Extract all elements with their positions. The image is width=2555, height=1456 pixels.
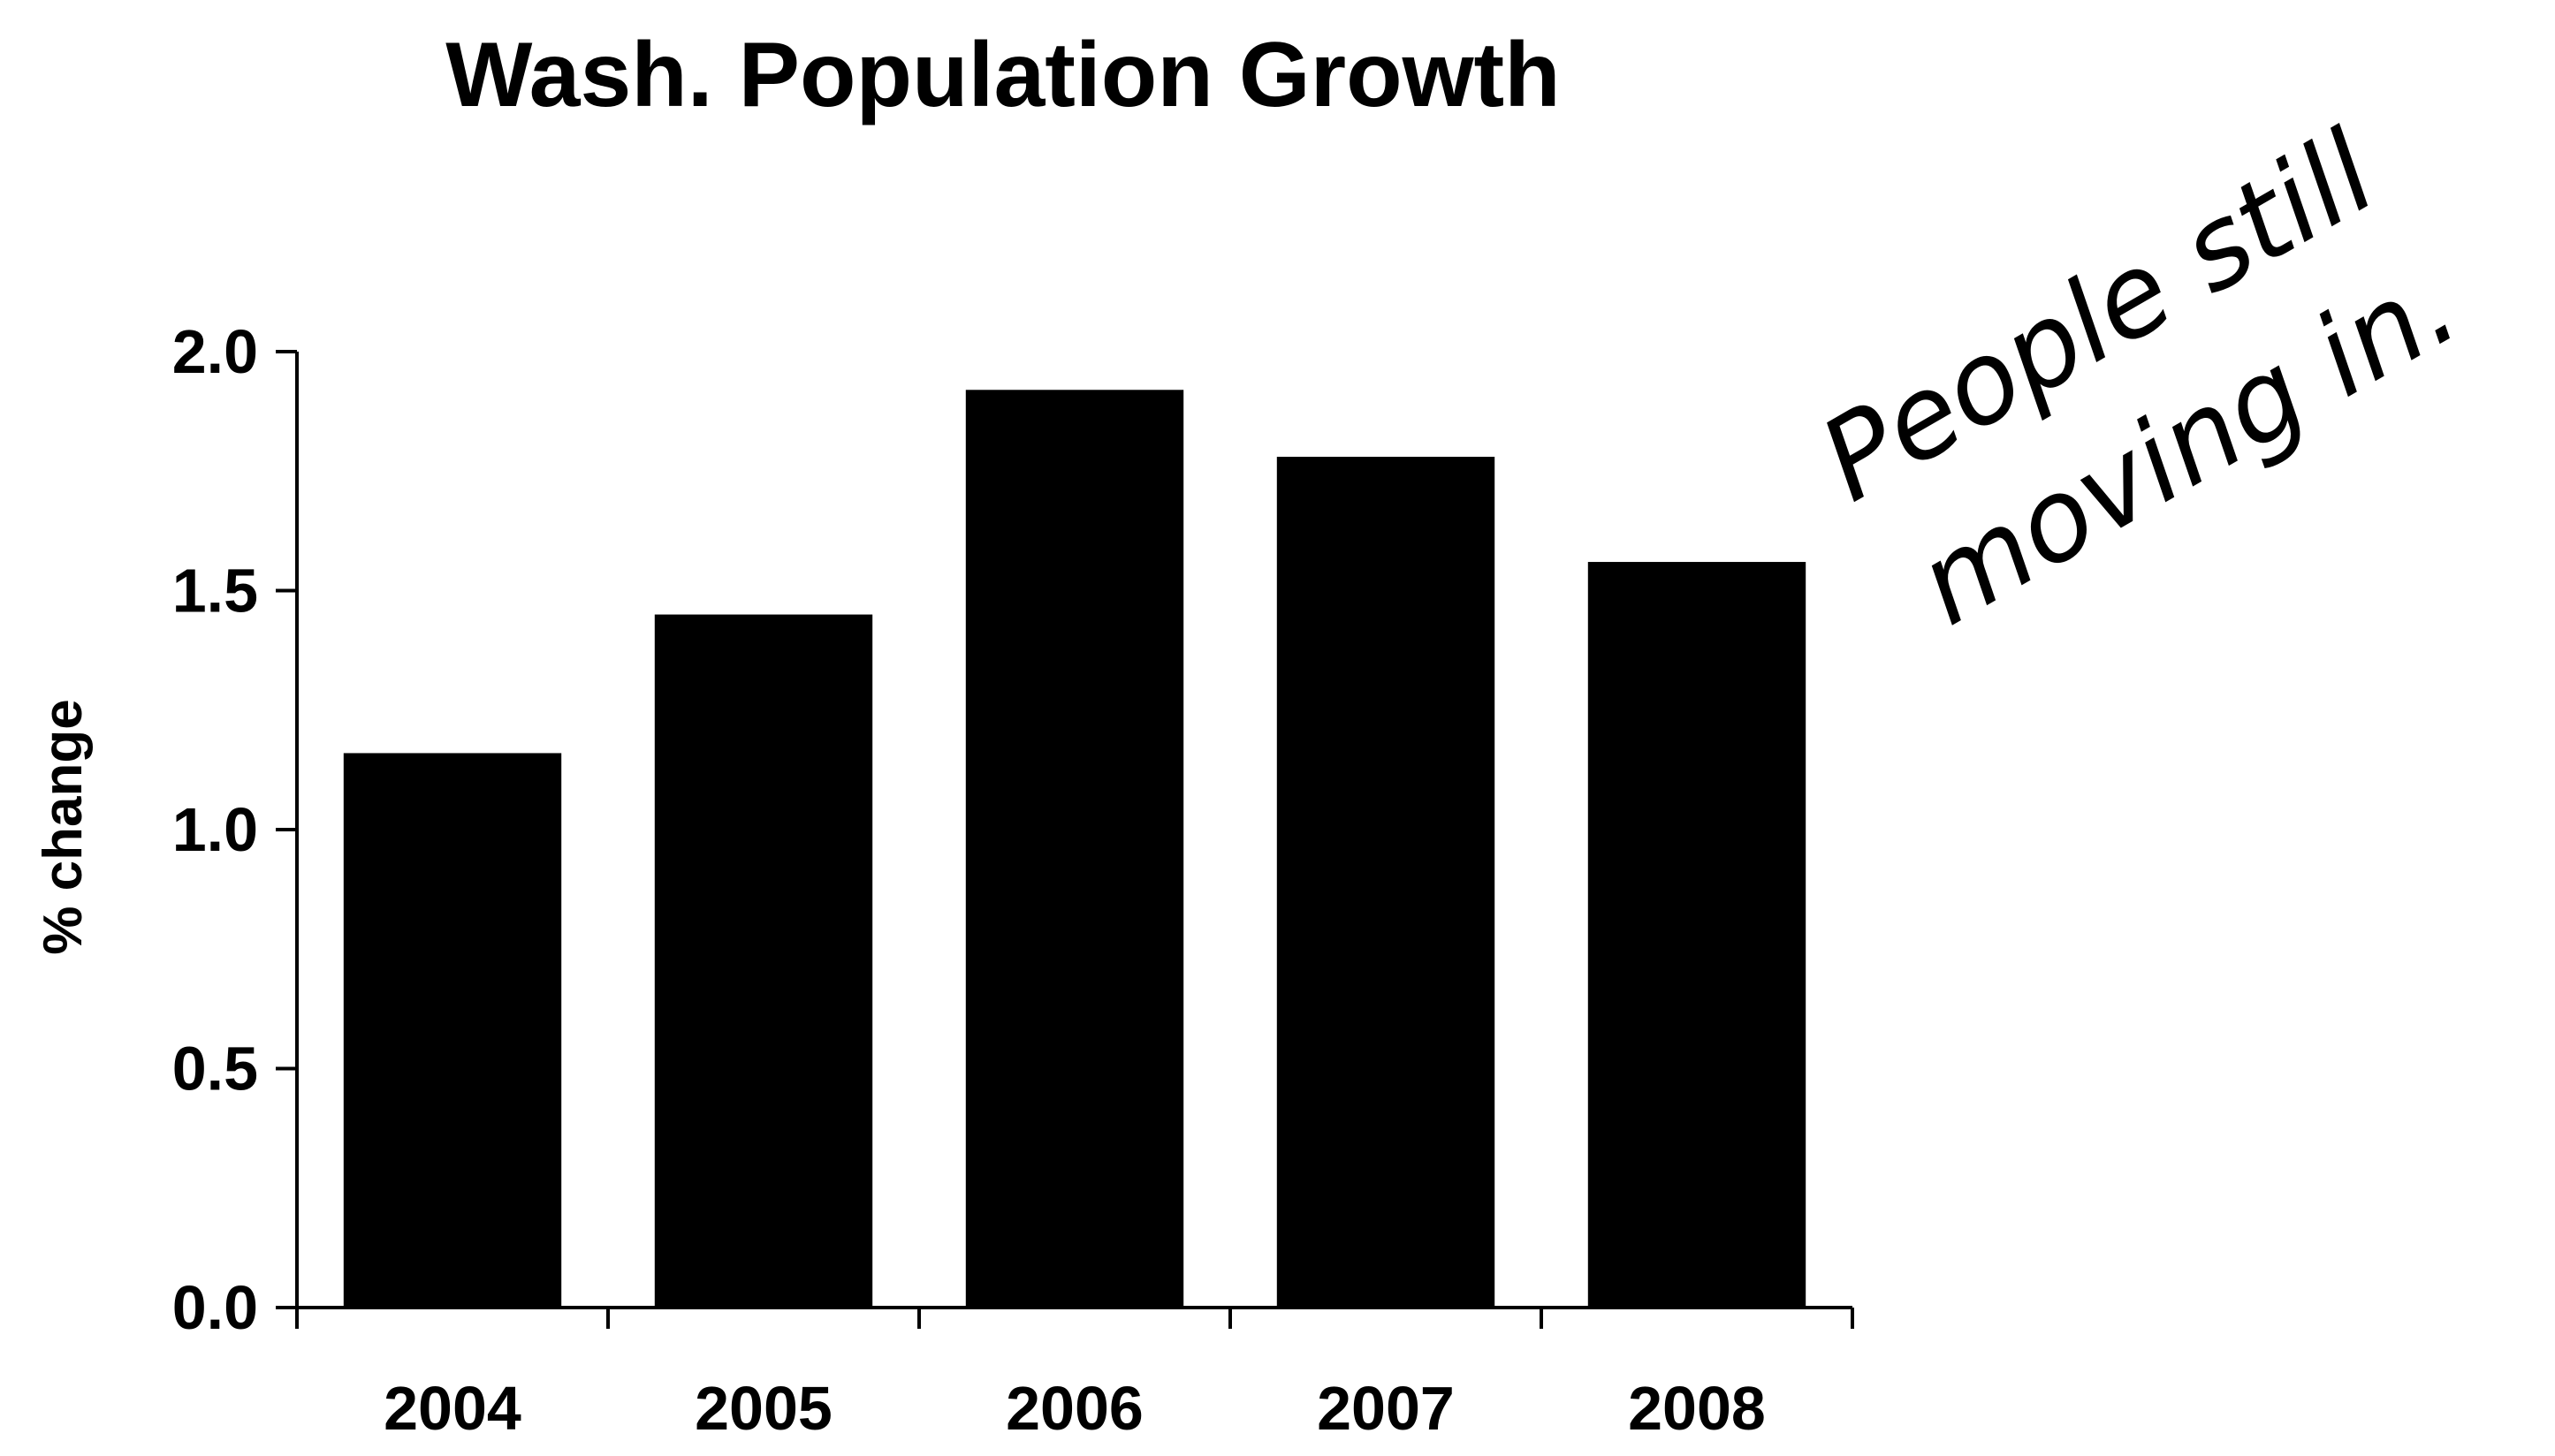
x-tick-labels: 2004 2005 2006 2007 2008 [384, 1374, 1766, 1443]
bar-2004 [343, 753, 562, 1308]
y-tick-label-2.0: 2.0 [172, 317, 258, 386]
x-tick-label-2007: 2007 [1317, 1374, 1455, 1443]
y-tick-label-1.5: 1.5 [172, 557, 258, 626]
y-axis-label: % change [33, 699, 94, 954]
bar-2007 [1276, 457, 1495, 1308]
bar-2005 [654, 614, 873, 1308]
x-tick-label-2005: 2005 [695, 1374, 833, 1443]
handwritten-annotation: People still moving in. [1799, 107, 2479, 651]
bars [343, 390, 1806, 1308]
axes [276, 350, 1854, 1329]
x-tick-label-2008: 2008 [1628, 1374, 1766, 1443]
y-tick-labels: 0.0 0.5 1.0 1.5 2.0 [172, 317, 258, 1342]
bar-2006 [965, 390, 1184, 1308]
y-tick-label-1.0: 1.0 [172, 795, 258, 864]
y-tick-label-0.0: 0.0 [172, 1273, 258, 1342]
y-tick-label-0.5: 0.5 [172, 1035, 258, 1103]
x-tick-label-2004: 2004 [384, 1374, 521, 1443]
chart-title: Wash. Population Growth [445, 24, 1560, 126]
x-tick-label-2006: 2006 [1006, 1374, 1144, 1443]
bar-2008 [1587, 562, 1806, 1308]
